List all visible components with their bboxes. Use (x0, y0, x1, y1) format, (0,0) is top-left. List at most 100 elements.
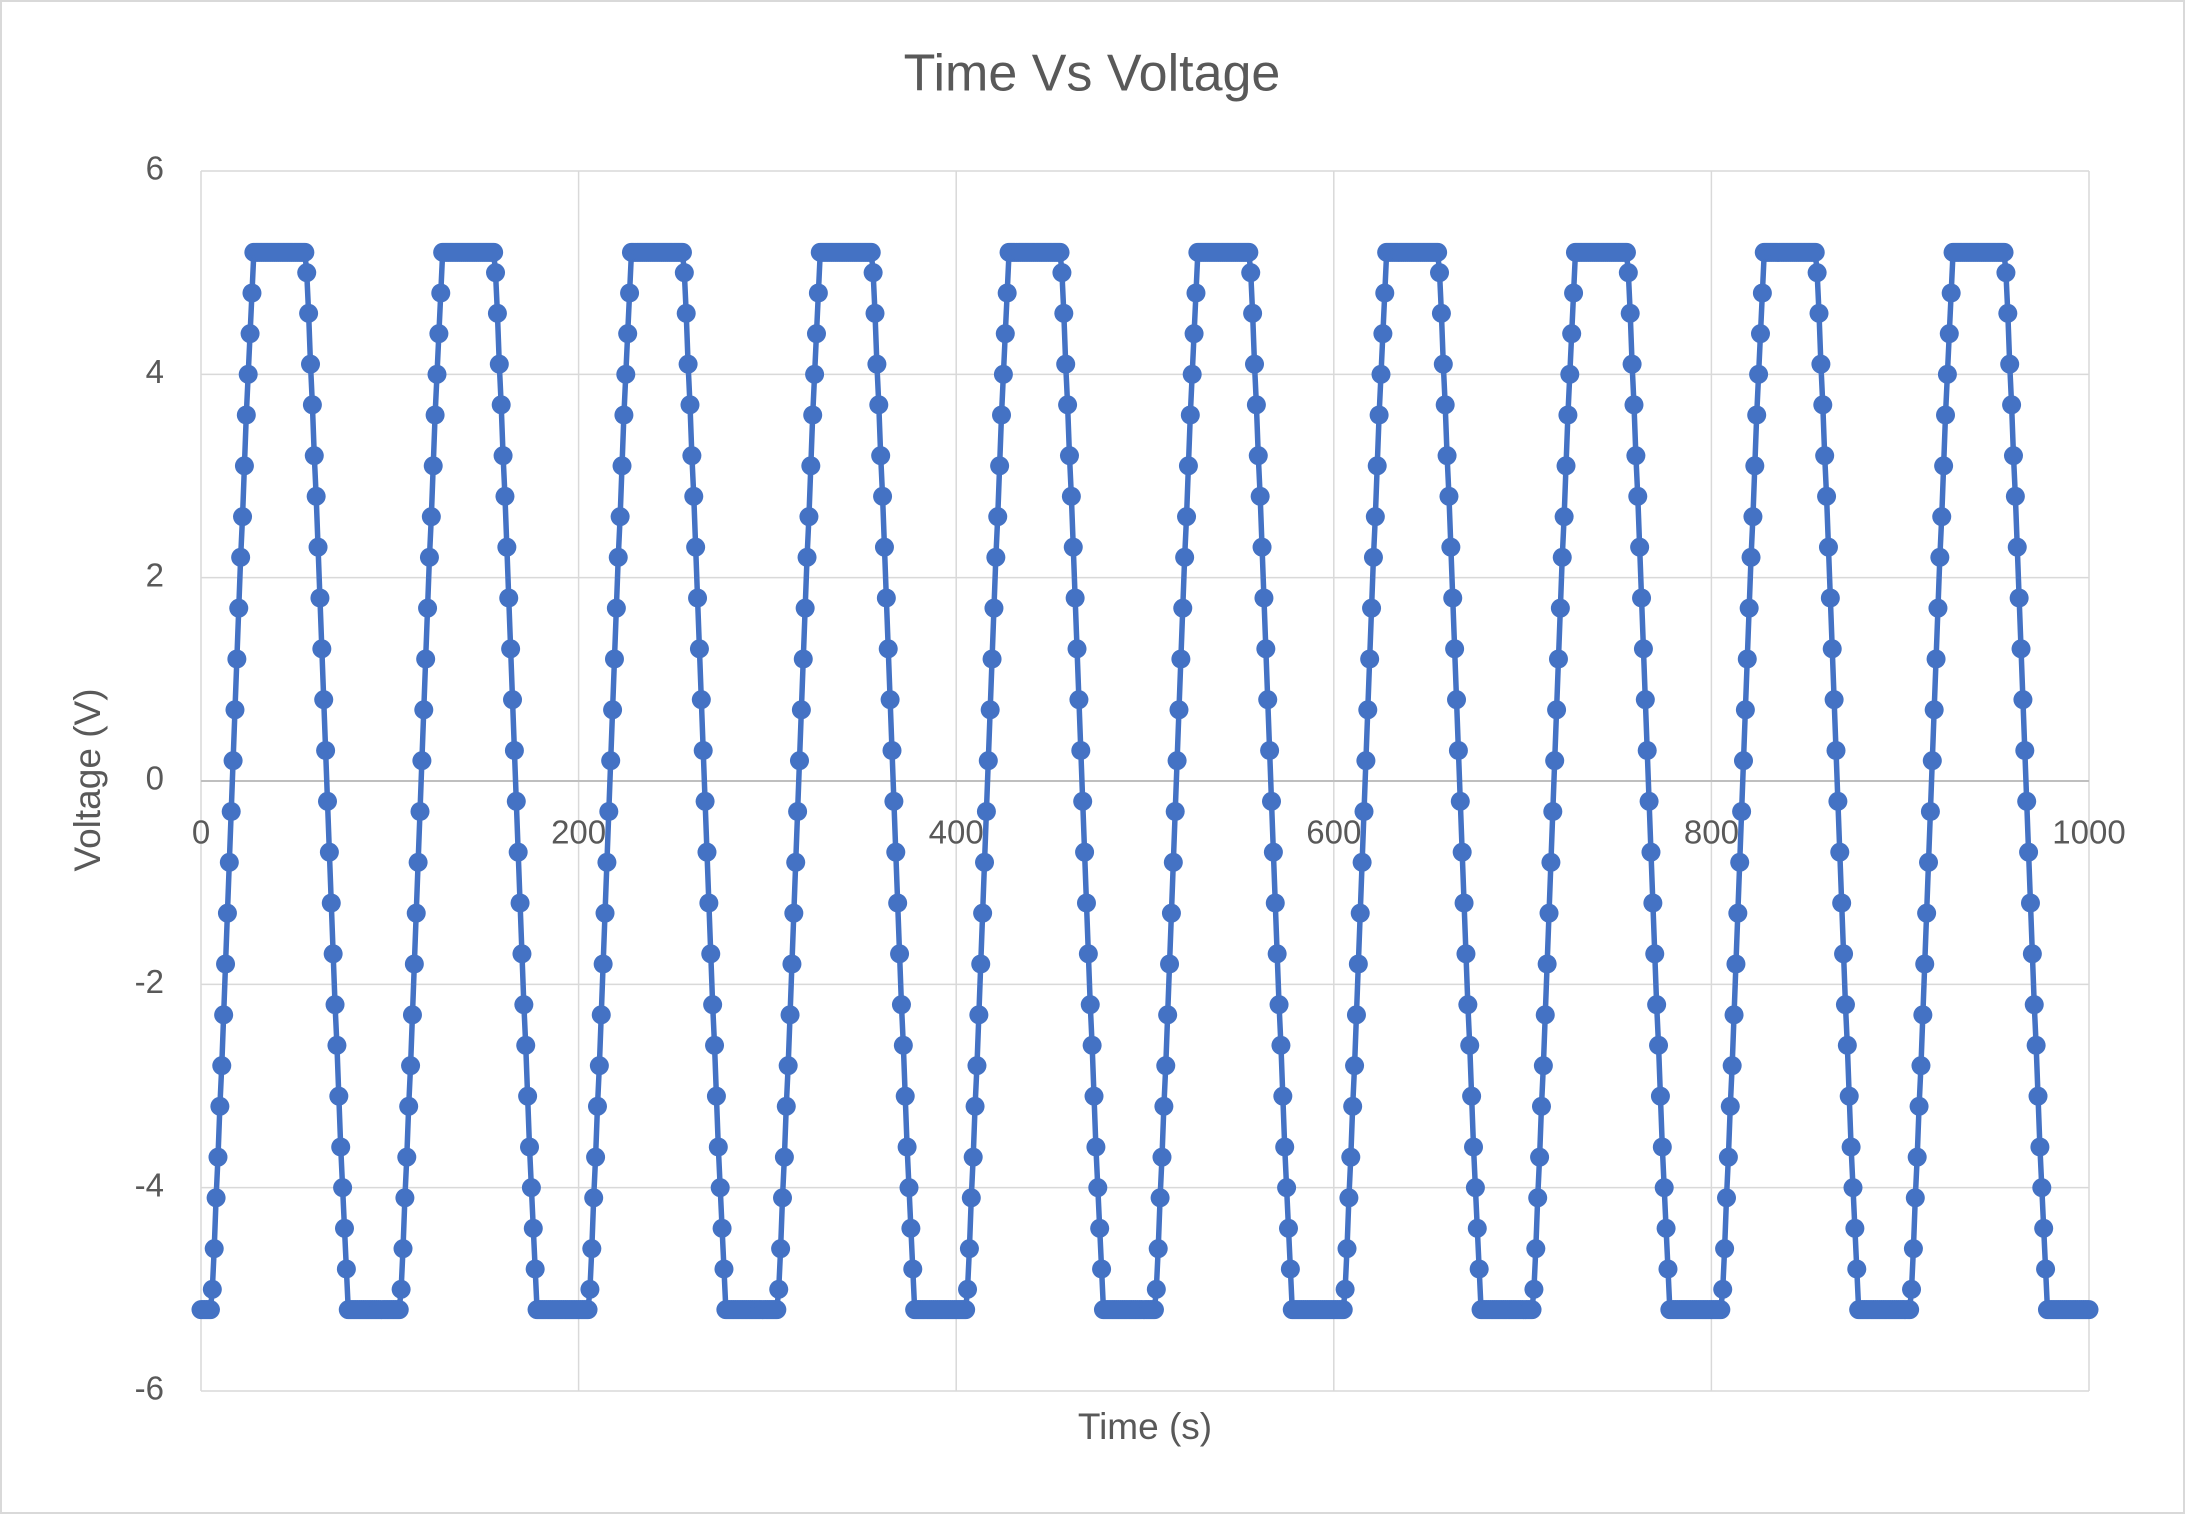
data-point (874, 537, 894, 557)
x-axis-title: Time (s) (1078, 1406, 1212, 1447)
data-point (1177, 507, 1197, 527)
data-point (506, 791, 526, 811)
data-point (1356, 751, 1376, 771)
data-point (867, 354, 887, 374)
data-point (1647, 995, 1667, 1015)
data-point (2034, 1218, 2054, 1238)
data-point (1530, 1147, 1550, 1167)
data-point (236, 405, 256, 425)
data-point (1649, 1035, 1669, 1055)
data-point (1834, 944, 1854, 964)
data-point (217, 903, 237, 923)
data-point (1061, 486, 1081, 506)
data-point (1811, 354, 1831, 374)
data-point (980, 700, 1000, 720)
data-point (1547, 700, 1567, 720)
data-point (1144, 1300, 1164, 1320)
data-point (903, 1259, 923, 1279)
data-point (334, 1218, 354, 1238)
data-point (773, 1188, 793, 1208)
data-point (429, 324, 449, 344)
data-point (776, 1096, 796, 1116)
data-point (582, 1239, 602, 1259)
data-point (2020, 893, 2040, 913)
data-point (1375, 283, 1395, 303)
data-point (427, 364, 447, 384)
data-point (1180, 405, 1200, 425)
data-point (1169, 700, 1189, 720)
data-point (1167, 751, 1187, 771)
data-point (391, 1279, 411, 1299)
data-point (223, 751, 243, 771)
data-point (1054, 303, 1074, 323)
data-point (1633, 639, 1653, 659)
data-point (1050, 242, 1070, 262)
data-point (523, 1218, 543, 1238)
data-point (1652, 1137, 1672, 1157)
data-point (1146, 1279, 1166, 1299)
data-point (893, 1035, 913, 1055)
data-point (1263, 842, 1283, 862)
data-point (1658, 1259, 1678, 1279)
data-point (1059, 446, 1079, 466)
data-point (680, 395, 700, 415)
data-point (1165, 802, 1185, 821)
data-point (782, 954, 802, 974)
data-point (1737, 649, 1757, 669)
data-point (1743, 507, 1763, 527)
data-point (973, 903, 993, 923)
data-point (302, 395, 322, 415)
data-point (614, 405, 634, 425)
data-point (520, 1137, 540, 1157)
data-point (803, 405, 823, 425)
y-tick-label: -6 (135, 1370, 164, 1407)
data-point (1837, 1035, 1857, 1055)
data-point (688, 588, 708, 608)
data-point (1724, 1005, 1744, 1025)
data-point (1713, 1279, 1733, 1299)
data-point (703, 995, 723, 1015)
data-point (963, 1147, 983, 1167)
data-point (1350, 903, 1370, 923)
data-point (884, 791, 904, 811)
data-point (1437, 446, 1457, 466)
data-point (1362, 598, 1382, 618)
data-point (412, 751, 432, 771)
data-point (321, 893, 341, 913)
data-point (399, 1096, 419, 1116)
data-point (1526, 1239, 1546, 1259)
data-point (503, 690, 523, 710)
data-point (1084, 1086, 1104, 1106)
data-point (1548, 649, 1568, 669)
data-point (793, 649, 813, 669)
data-point (780, 1005, 800, 1025)
data-point (969, 1005, 989, 1025)
data-point (316, 741, 336, 760)
data-point (325, 995, 345, 1015)
data-point (308, 537, 328, 557)
data-point (1616, 242, 1636, 262)
data-point (2002, 395, 2022, 415)
data-point (331, 1137, 351, 1157)
data-point (295, 242, 315, 262)
data-point (299, 303, 319, 323)
data-point (1280, 1259, 1300, 1279)
data-point (1246, 395, 1266, 415)
data-point (418, 598, 438, 618)
data-point (2013, 690, 2033, 710)
data-point (1092, 1259, 1112, 1279)
data-point (1161, 903, 1181, 923)
data-point (1467, 1218, 1487, 1238)
data-point (317, 791, 337, 811)
x-tick-label: 600 (1306, 814, 1361, 851)
y-tick-label: 0 (146, 760, 164, 797)
data-point (965, 1096, 985, 1116)
data-point (1163, 852, 1183, 872)
data-point (890, 944, 910, 964)
data-point (1184, 324, 1204, 344)
plot-area (191, 242, 2099, 1320)
data-point (2024, 995, 2044, 1015)
data-point (1541, 852, 1561, 872)
x-tick-label: 1000 (2052, 814, 2125, 851)
